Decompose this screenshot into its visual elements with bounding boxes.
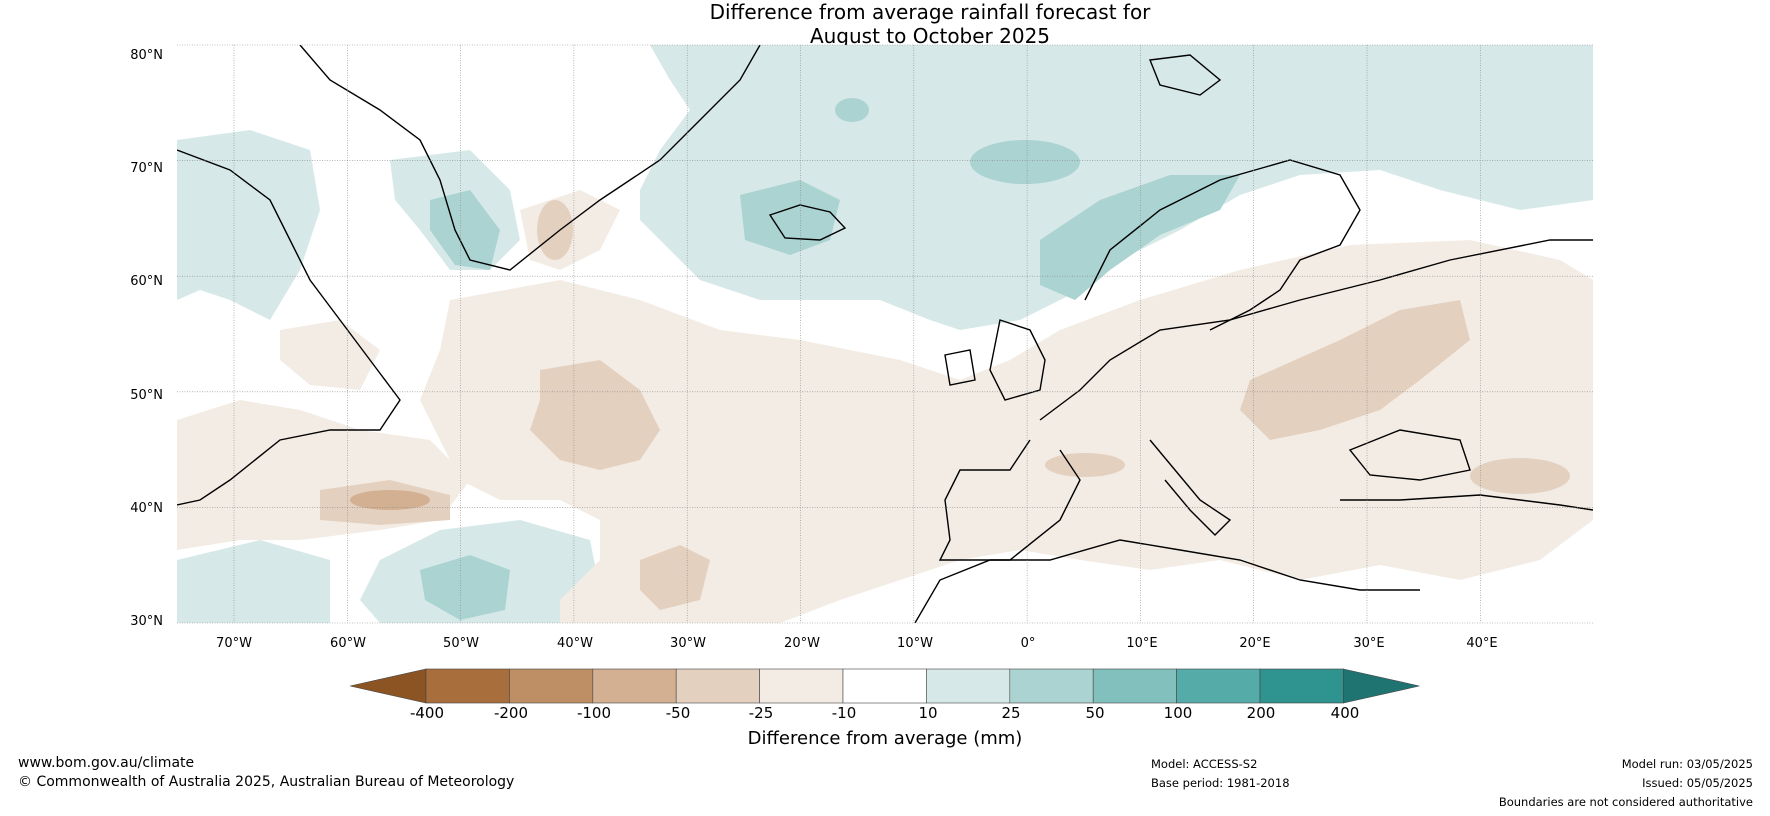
- colorbar-tick-label: 400: [1330, 704, 1360, 722]
- lon-label-10e: 10°E: [1126, 636, 1158, 651]
- colorbar-tick-label: 200: [1246, 704, 1276, 722]
- lat-label-80n: 80°N: [130, 48, 163, 63]
- dry-region-canada: [280, 320, 380, 390]
- lon-label-40w: 40°W: [557, 636, 593, 651]
- lon-label-10w: 10°W: [897, 636, 933, 651]
- colorbar-segment: [1176, 668, 1261, 704]
- map-title: Difference from average rainfall forecas…: [600, 0, 1260, 48]
- colorbar-segment: [425, 668, 510, 704]
- colorbar-tick-label: -10: [831, 704, 857, 722]
- lon-label-20e: 20°E: [1239, 636, 1271, 651]
- colorbar-tick-label: -200: [493, 704, 529, 722]
- colorbar-extend-low: [350, 668, 427, 704]
- colorbar-title: Difference from average (mm): [747, 728, 1023, 749]
- lon-label-0: 0°: [1020, 636, 1036, 651]
- dry-region-atlantic: [420, 240, 1593, 623]
- coast-greenland: [299, 45, 761, 271]
- colorbar-tick-label: -100: [576, 704, 612, 722]
- coast-iceland: [768, 204, 847, 241]
- lat-label-70n: 70°N: [130, 161, 163, 176]
- wet-region-south-west-2: [177, 540, 330, 623]
- dry-patch-turkey: [1470, 458, 1570, 494]
- colorbar-tick-label: 100: [1163, 704, 1193, 722]
- colorbar-tick-label: 10: [918, 704, 938, 722]
- dry-patch-italy: [1045, 453, 1125, 477]
- colorbar-segment: [759, 668, 844, 704]
- lon-label-30w: 30°W: [670, 636, 706, 651]
- colorbar-segment: [926, 668, 1011, 704]
- lon-label-50w: 50°W: [443, 636, 479, 651]
- lon-label-20w: 20°W: [784, 636, 820, 651]
- disclaimer-text: Boundaries are not considered authoritat…: [1498, 795, 1753, 809]
- colorbar-segment: [1009, 668, 1094, 704]
- lat-label-40n: 40°N: [130, 501, 163, 516]
- colorbar-tick-label: 50: [1085, 704, 1105, 722]
- model-text: Model: ACCESS-S2: [1151, 757, 1258, 771]
- wet-patch-south: [420, 555, 510, 620]
- base-period-text: Base period: 1981-2018: [1151, 776, 1290, 790]
- wet-region-canada: [177, 130, 320, 320]
- coast-black-sea: [1348, 429, 1471, 481]
- coast-britain: [989, 319, 1046, 401]
- website-text: www.bom.gov.au/climate: [18, 755, 195, 771]
- colorbar-tick-label: 25: [1001, 704, 1021, 722]
- lat-label-50n: 50°N: [130, 388, 163, 403]
- coast-iberia: [938, 439, 1081, 561]
- lon-label-70w: 70°W: [216, 636, 252, 651]
- colorbar-segment: [1092, 668, 1177, 704]
- grid-lines: [177, 44, 1593, 624]
- colorbar-segment: [592, 668, 677, 704]
- lat-label-60n: 60°N: [130, 274, 163, 289]
- wet-patch-iceland: [740, 180, 840, 255]
- colorbar-extend-high: [1343, 668, 1420, 704]
- coast-africa: [914, 539, 1420, 623]
- dry-patch-south: [640, 545, 710, 610]
- issued-text: Issued: 05/05/2025: [1642, 776, 1753, 790]
- colorbar-tick-label: -25: [748, 704, 774, 722]
- model-run-text: Model run: 03/05/2025: [1621, 757, 1753, 771]
- colorbar-legend: [350, 668, 1420, 704]
- dry-patch-greenland: [537, 200, 573, 260]
- copyright-text: © Commonwealth of Australia 2025, Austra…: [18, 774, 515, 790]
- colorbar-segment: [675, 668, 760, 704]
- wet-patch-norwegian-sea: [970, 140, 1080, 184]
- lon-label-60w: 60°W: [330, 636, 366, 651]
- coast-canada: [177, 149, 401, 506]
- lon-label-30e: 30°E: [1353, 636, 1385, 651]
- colorbar-tick-label: -50: [665, 704, 691, 722]
- map-area: [177, 45, 1593, 623]
- colorbar-tick-label: -400: [409, 704, 445, 722]
- coast-ireland: [944, 349, 976, 386]
- wet-patch-norway: [1040, 175, 1240, 300]
- coast-europe: [1039, 239, 1593, 421]
- colorbar-segment: [1259, 668, 1344, 704]
- coast-svalbard: [1149, 54, 1222, 96]
- wet-patch-greenland: [430, 190, 500, 270]
- dry-patch-west-core: [350, 490, 430, 510]
- wet-region-north-atlantic: [640, 45, 1593, 330]
- colorbar-segment: [509, 668, 594, 704]
- wet-patch-small: [835, 98, 869, 122]
- dry-patch-mid-atlantic: [530, 360, 660, 470]
- title-line-2: August to October 2025: [809, 24, 1051, 48]
- dry-patch-eastern-europe: [1240, 300, 1470, 440]
- coast-scandinavia: [1084, 159, 1361, 331]
- lat-label-30n: 30°N: [130, 614, 163, 629]
- lon-label-40e: 40°E: [1466, 636, 1498, 651]
- coast-italy: [1149, 439, 1232, 536]
- colorbar-segment: [842, 668, 927, 704]
- title-line-1: Difference from average rainfall forecas…: [709, 0, 1151, 24]
